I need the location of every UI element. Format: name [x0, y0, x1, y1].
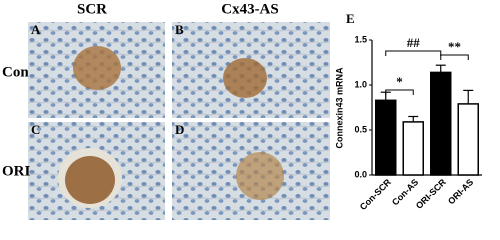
- glomerulus: [73, 46, 121, 90]
- y-tick-label: 0.0: [354, 169, 367, 179]
- glomerulus: [65, 156, 115, 204]
- panel-label: E: [346, 11, 355, 26]
- significance-bracket: [385, 50, 442, 56]
- bar: [402, 121, 424, 176]
- micrographs: [28, 22, 330, 220]
- significance-bracket: [440, 54, 469, 60]
- bar-chart: E Connexin43 mRNA 0.00.51.01.5Con-SCRCon…: [334, 11, 482, 212]
- y-tick-label: 0.5: [354, 124, 367, 134]
- panel-label: A: [31, 22, 41, 37]
- glomerulus: [236, 152, 284, 200]
- x-tick-label: ORI-SCR: [414, 177, 448, 211]
- x-tick-label: Con-SCR: [358, 177, 393, 212]
- panel-label: D: [175, 122, 184, 137]
- bar: [430, 71, 452, 176]
- bar: [375, 99, 397, 176]
- y-tick-label: 1.5: [354, 34, 367, 44]
- panel-label: C: [31, 122, 40, 137]
- figure: SCR Cx43-AS Con ORI A B C D E Connexin43…: [2, 1, 482, 220]
- y-tick-label: 1.0: [354, 79, 367, 89]
- bar: [457, 103, 479, 176]
- row-label: ORI: [2, 163, 31, 179]
- significance-label: *: [396, 74, 403, 89]
- significance-label: ##: [407, 35, 421, 50]
- significance-label: **: [448, 39, 461, 54]
- row-label: Con: [2, 64, 29, 80]
- x-tick-label: ORI-AS: [446, 177, 475, 206]
- y-axis-label: Connexin43 mRNA: [334, 67, 344, 149]
- panel-label: B: [175, 22, 184, 37]
- column-header: SCR: [77, 1, 107, 17]
- glomerulus: [223, 58, 267, 98]
- significance-bracket: [385, 89, 414, 95]
- column-header: Cx43-AS: [221, 1, 279, 17]
